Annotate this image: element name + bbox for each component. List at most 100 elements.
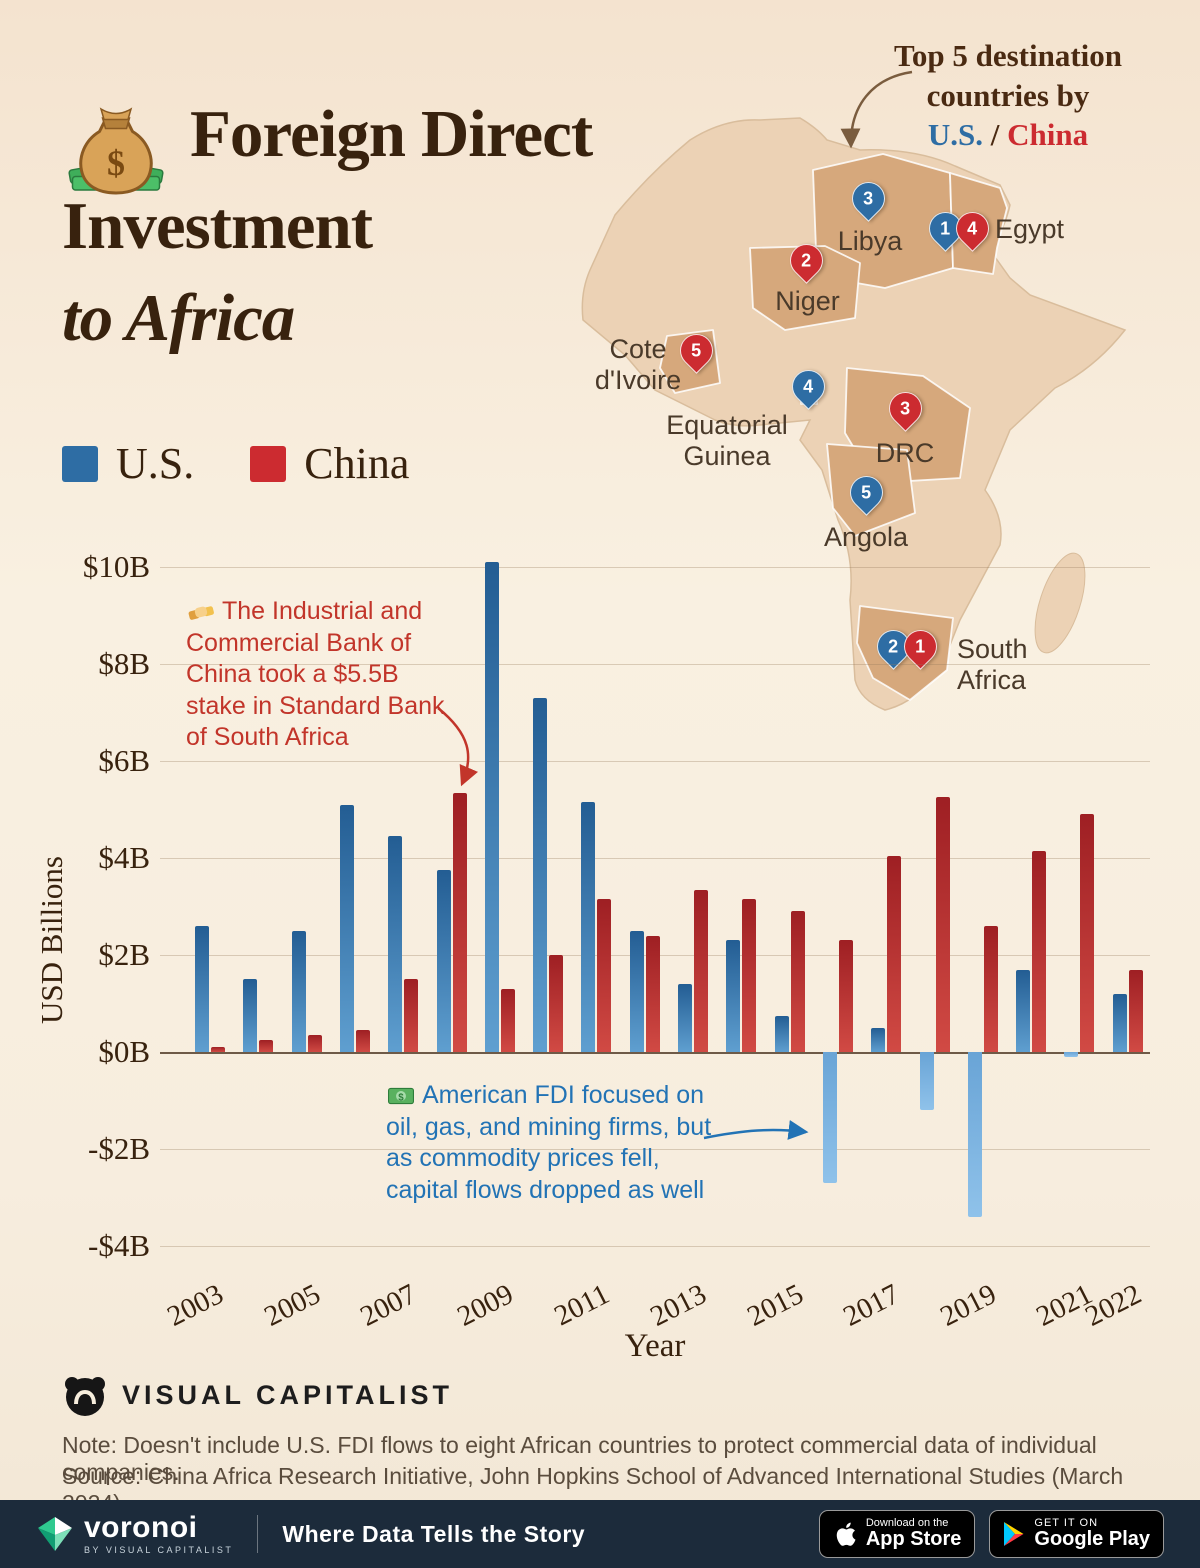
y-tick-label: $4B (98, 840, 150, 875)
map-pin-us-rank-4: 4 (785, 363, 832, 410)
svg-text:$: $ (107, 143, 125, 183)
bar-china-2014 (742, 899, 757, 1052)
voronoi-logo-icon (38, 1517, 72, 1551)
zero-axis-line (160, 1052, 1150, 1054)
x-axis-title: Year (624, 1328, 686, 1364)
y-tick-label: $6B (98, 743, 150, 778)
map-label-south-africa: South Africa (957, 634, 1028, 696)
china-legend-swatch (250, 445, 287, 482)
map-label-niger: Niger (775, 286, 840, 316)
page-title-line3: to Africa (62, 281, 295, 355)
bar-us-2016 (822, 1052, 837, 1183)
bar-china-2020 (1032, 850, 1047, 1052)
divider (257, 1515, 259, 1553)
app-store-top-text: Download on the (865, 1516, 949, 1529)
y-tick-label: -$4B (88, 1228, 150, 1263)
x-tick-label: 2009 (452, 1278, 519, 1333)
us-annotation-text: American FDI focused on oil, gas, and mi… (386, 1081, 712, 1204)
tagline: Where Data Tells the Story (282, 1520, 586, 1547)
apple-icon (836, 1522, 856, 1546)
voronoi-brand: voronoi BY VISUAL CAPITALIST (36, 1513, 233, 1555)
gridline (160, 567, 1150, 568)
x-axis-labels: 2003 2005 2007 2009 2011 2013 2015 2017 2019 2021… (160, 1264, 1170, 1334)
china-annotation: The Industrial and Commercial Bank of Ch… (186, 596, 458, 754)
bar-china-2003 (211, 1047, 225, 1052)
gridline (160, 664, 1150, 665)
visual-capitalist-brand: VISUAL CAPITALIST (62, 1372, 453, 1418)
bar-us-2006 (339, 804, 354, 1052)
bar-china-2004 (259, 1039, 274, 1052)
google-play-badge[interactable]: GET IT ON Google Play (989, 1510, 1164, 1558)
map-label-drc: DRC (875, 438, 935, 468)
money-bag-icon: $ (66, 100, 166, 196)
bar-us-2013 (678, 984, 692, 1052)
app-store-bottom-text: App Store (865, 1528, 962, 1551)
bar-us-2011 (581, 802, 596, 1052)
visual-capitalist-wordmark: VISUAL CAPITALIST (122, 1379, 454, 1410)
bar-china-2015 (790, 911, 805, 1052)
y-tick-label: $10B (82, 549, 150, 584)
google-play-bottom-text: Google Play (1034, 1528, 1150, 1551)
bar-china-2010 (549, 955, 564, 1052)
map-pin-us-rank-3: 3 (845, 175, 892, 222)
bar-us-2019 (967, 1052, 982, 1217)
gridline (160, 761, 1150, 762)
handshake-icon (188, 606, 214, 620)
bar-china-2012 (645, 935, 660, 1052)
google-play-top-text: GET IT ON (1034, 1516, 1099, 1529)
y-tick-label: $0B (98, 1034, 150, 1069)
bar-us-2018 (919, 1052, 934, 1111)
bar-us-2004 (243, 979, 258, 1052)
callout-line1: Top 5 destination (894, 38, 1122, 73)
bar-us-2012 (629, 930, 644, 1052)
page-title-line1: Foreign Direct (190, 97, 593, 171)
bar-us-2022 (1112, 993, 1127, 1052)
bar-china-2008 (452, 792, 467, 1052)
bar-us-2008 (436, 870, 451, 1052)
callout-us: U.S. (927, 117, 984, 153)
x-tick-label: 2007 (355, 1278, 422, 1333)
footer-note: Note: Doesn't include U.S. FDI flows to … (62, 1432, 1097, 1485)
bar-china-2018 (935, 797, 950, 1052)
china-legend-label: China (304, 439, 410, 488)
callout-line2: countries by (926, 77, 1090, 113)
map-label-angola: Angola (823, 522, 909, 552)
map-label-equatorial-guinea: Equatorial Guinea (666, 410, 788, 472)
bar-china-2019 (983, 925, 998, 1052)
map-pin-china-rank-3: 3 (882, 385, 929, 432)
map-pin-us-rank-5: 5 (843, 469, 890, 516)
bottom-brand-bar: voronoi BY VISUAL CAPITALIST Where Data … (0, 1500, 1200, 1568)
bar-us-2009 (484, 562, 499, 1052)
map-label-cote-d-ivoire: Cote d'Ivoire (594, 334, 682, 396)
bar-china-2005 (307, 1035, 322, 1052)
bar-china-2011 (597, 899, 612, 1052)
voronoi-wordmark: voronoi (84, 1511, 198, 1544)
app-store-badge[interactable]: Download on the App Store (818, 1510, 976, 1558)
bar-china-2006 (355, 1030, 370, 1052)
bar-us-2003 (195, 925, 209, 1052)
bar-us-2010 (533, 697, 548, 1052)
y-tick-label: $8B (98, 646, 150, 681)
china-annotation-text: The Industrial and Commercial Bank of Ch… (186, 597, 445, 751)
y-axis-labels: $10B $8B $6B $4B $2B $0B -$2B -$4B (58, 549, 150, 1265)
map-pin-china-rank-4: 4 (949, 205, 996, 252)
map-callout: Top 5 destination countries by U.S. / Ch… (858, 36, 1158, 155)
africa-map: 3 1 4 2 5 4 3 5 2 1 Libya Egypt Niger Cote d'Ivoire Equ… (555, 78, 1175, 738)
us-legend-label: U.S. (116, 439, 195, 488)
map-pin-china-rank-2: 2 (783, 237, 830, 284)
gridline (160, 1149, 1150, 1150)
svg-text:$: $ (398, 1092, 404, 1103)
callout-sep: / (983, 117, 1008, 153)
bar-china-2016 (838, 940, 853, 1052)
x-tick-label: 2005 (258, 1278, 326, 1333)
country-niger (749, 245, 861, 331)
bar-us-2014 (726, 940, 741, 1052)
bar-us-2020 (1016, 969, 1031, 1052)
y-tick-label: $2B (98, 937, 150, 972)
gridline (160, 858, 1150, 859)
bar-china-2013 (694, 889, 708, 1052)
y-tick-label: -$2B (88, 1131, 150, 1166)
bar-us-2017 (871, 1027, 886, 1052)
x-tick-label: 2017 (838, 1278, 905, 1333)
callout-china: China (1007, 117, 1089, 153)
